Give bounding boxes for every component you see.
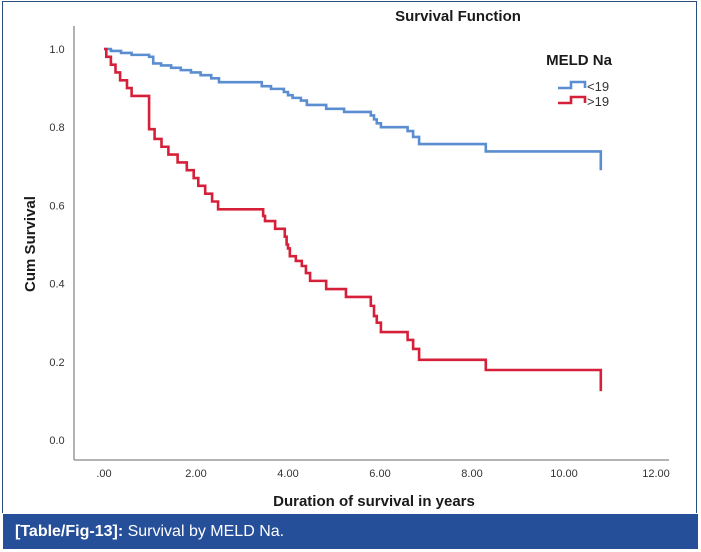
y-tick-labels: 0.0 0.2 0.4 0.6 0.8 1.0 [49,44,64,447]
x-tick-label: 10.00 [550,468,578,480]
y-tick-label: 0.4 [49,279,64,291]
y-axis-label: Cum Survival [22,196,39,292]
survival-curve-below-19 [104,47,603,171]
legend-title: MELD Na [546,52,612,69]
caption-label: [Table/Fig-13]: [15,523,124,540]
y-tick-label: 0.2 [49,357,64,369]
x-tick-label: 8.00 [461,468,482,480]
series-layer [104,47,603,392]
chart-title: Survival Function [395,8,521,25]
figure-caption: [Table/Fig-13]: Survival by MELD Na. [3,514,698,549]
y-tick-label: 0.8 [49,122,64,134]
survival-chart: Survival Function Cum Survival Duration … [22,8,670,510]
legend-label: >19 [587,94,609,109]
x-tick-label: 4.00 [277,468,298,480]
x-axis-label: Duration of survival in years [273,493,475,510]
x-tick-label: 12.00 [642,468,670,480]
legend-label: <19 [587,79,609,94]
legend-step-icon [558,80,587,90]
figure-frame: Survival Function Cum Survival Duration … [2,1,697,513]
y-tick-label: 0.0 [49,435,64,447]
legend: MELD Na <19>19 [546,52,612,109]
x-tick-labels: .00 2.00 4.00 6.00 8.00 10.00 12.00 [96,468,669,480]
x-tick-label: 2.00 [185,468,206,480]
x-tick-label: .00 [96,468,111,480]
legend-step-icon [558,95,587,105]
survival-curve-above-19 [104,47,603,392]
x-tick-label: 6.00 [369,468,390,480]
y-tick-label: 0.6 [49,200,64,212]
caption-text: Survival by MELD Na. [123,523,285,540]
y-tick-label: 1.0 [49,44,64,56]
